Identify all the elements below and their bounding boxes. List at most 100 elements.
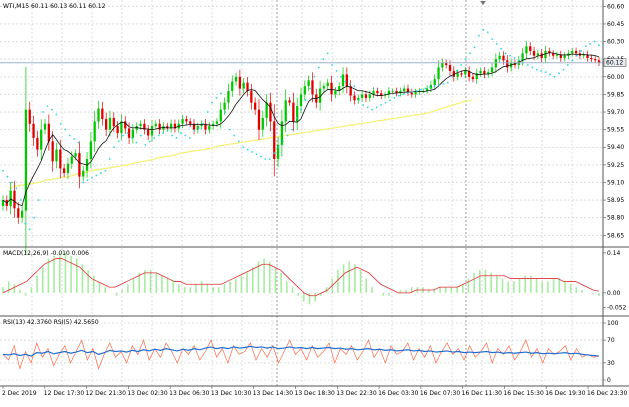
sar-dot	[442, 82, 445, 85]
candle-body	[131, 129, 135, 138]
candle-body	[441, 62, 444, 68]
candle-body	[196, 126, 199, 130]
candle-body	[552, 53, 555, 56]
candle-body	[32, 123, 35, 138]
sar-dot	[535, 68, 538, 71]
sar-dot	[19, 199, 22, 201]
sar-dot	[77, 141, 80, 144]
sar-dot	[562, 68, 565, 71]
candle-body	[20, 210, 24, 218]
sar-dot	[73, 138, 76, 140]
sar-dot	[2, 169, 4, 172]
sar-dot	[295, 116, 298, 119]
candle-body	[62, 168, 66, 174]
candle-body	[360, 94, 364, 98]
sar-dot	[260, 155, 262, 158]
candle-body	[93, 121, 96, 142]
macd-scale-label: -0.052	[607, 305, 627, 312]
candle-body	[250, 90, 253, 103]
time-tick-label: 16 Dec 15:30	[503, 390, 544, 397]
candle-body	[223, 102, 226, 110]
candle-body	[74, 153, 77, 157]
sar-dot	[437, 84, 440, 86]
candle-body	[456, 73, 459, 77]
candle-body	[28, 109, 31, 124]
sar-dot	[344, 80, 347, 83]
macd-indicator-pane[interactable]: MACD(12,26,9) -0.010 0.006	[0, 246, 629, 305]
sar-dot	[131, 136, 133, 139]
time-axis[interactable]: 2 Dec 2019 12 Dec 17:30 12 Dec 21:30 13 Dec…	[2, 386, 628, 397]
sar-dot	[246, 148, 249, 151]
sar-dot	[478, 34, 480, 37]
time-tick-label: 16 Dec 11:30	[462, 390, 503, 397]
candle-body	[215, 121, 219, 124]
candle-body	[521, 53, 524, 61]
time-tick-label: 13 Dec 10:30	[211, 390, 252, 397]
sar-dot	[171, 134, 173, 137]
candle-body	[43, 123, 47, 130]
candle-body	[276, 144, 280, 159]
sar-dot	[184, 134, 187, 137]
sar-dot	[228, 128, 231, 131]
sar-dot	[304, 99, 307, 102]
sar-dot	[153, 136, 156, 139]
sar-dot	[429, 86, 431, 89]
sar-dot	[139, 134, 142, 137]
candle-body	[559, 54, 562, 59]
candle-body	[338, 86, 341, 91]
candle-body	[238, 76, 242, 89]
candle-body	[387, 90, 391, 95]
current-price-tag: 60.12	[603, 58, 627, 67]
price-chart-pane[interactable]: WTI,M15 60.11 60.13 60.11 60.12	[0, 3, 603, 254]
sar-dot	[51, 108, 53, 111]
candle-body	[124, 121, 127, 129]
rsi-scale-label: 100	[607, 320, 619, 327]
candle-body	[391, 90, 394, 92]
candle-body	[345, 74, 348, 87]
rsi-scale-label: 70	[607, 337, 615, 344]
sar-dot	[233, 134, 236, 137]
candle-body	[78, 153, 81, 177]
sar-dot	[180, 132, 182, 135]
sar-dot	[144, 143, 147, 146]
symbol-header: WTI,M15 60.11 60.13 60.11 60.12	[3, 3, 106, 10]
sar-dot	[513, 57, 516, 59]
time-tick-label: 16 Dec 07:30	[420, 390, 461, 397]
candle-body	[483, 70, 486, 75]
macd-scale-label: 0.14	[607, 250, 621, 257]
candle-body	[147, 129, 150, 136]
candle-body	[471, 76, 475, 80]
sar-dot	[482, 28, 485, 31]
macd-signal-line	[2, 258, 600, 297]
candle-body	[414, 92, 417, 95]
candle-body	[452, 70, 455, 77]
candle-body	[261, 117, 264, 130]
candle-body	[571, 50, 574, 54]
sar-dot	[282, 140, 285, 143]
sar-dot	[566, 64, 569, 66]
sar-dot	[420, 88, 422, 91]
chart-shift-marker-icon[interactable]	[480, 1, 486, 5]
sar-dot	[317, 66, 320, 69]
sar-dot	[433, 85, 436, 88]
sar-dot	[10, 181, 13, 184]
candle-body	[536, 53, 540, 56]
sma-slow-path	[8, 99, 473, 189]
time-tick-label: 13 Dec 06:30	[169, 390, 210, 397]
sar-dot	[509, 54, 511, 57]
candle-body	[460, 73, 463, 75]
sar-dot	[113, 146, 116, 149]
sar-dot	[589, 43, 592, 45]
sar-dot	[558, 72, 560, 75]
sar-dot	[42, 111, 44, 113]
sar-dot	[95, 174, 98, 177]
sar-dot	[277, 146, 280, 149]
candlesticks	[1, 41, 601, 254]
candle-body	[143, 123, 146, 130]
candle-body	[120, 121, 123, 134]
sar-dot	[126, 132, 129, 135]
candle-body	[13, 190, 16, 209]
rsi-indicator-pane[interactable]: RSI(13) 42.3760 RSI(5) 42.5650	[0, 315, 629, 370]
